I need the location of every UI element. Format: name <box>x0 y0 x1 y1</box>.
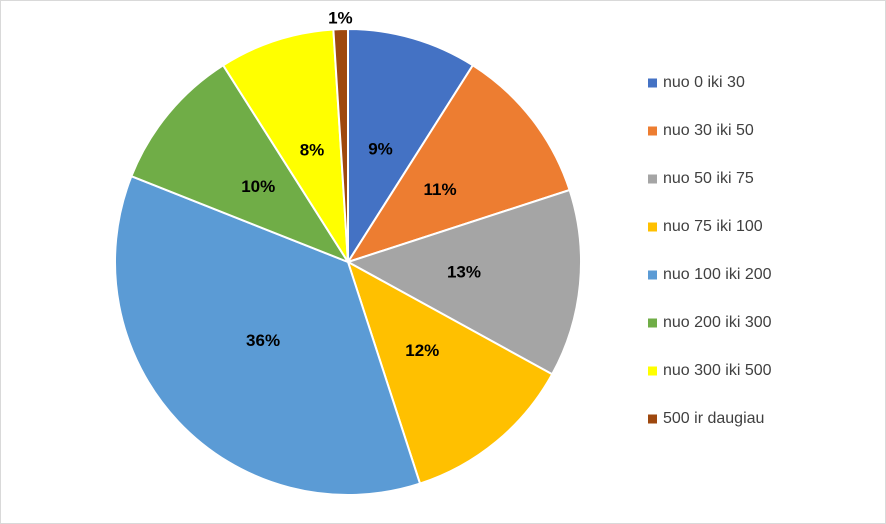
legend-swatch <box>648 270 657 280</box>
pie-slice <box>347 27 475 266</box>
data-label: 10% <box>241 177 275 196</box>
data-label: 8% <box>300 141 325 160</box>
pie-slice <box>114 174 422 496</box>
legend-swatch <box>648 222 657 232</box>
legend-swatch <box>648 126 657 136</box>
legend-swatch <box>648 174 657 184</box>
data-label: 36% <box>246 331 280 350</box>
legend-label: nuo 75 iki 100 <box>663 218 763 235</box>
pie-slice <box>221 28 349 263</box>
data-label: 1% <box>328 9 353 28</box>
pie-slice <box>345 63 571 264</box>
legend-label: nuo 30 iki 50 <box>663 122 754 139</box>
legend-label: nuo 300 iki 500 <box>663 362 772 379</box>
pie-slice <box>345 188 582 376</box>
legend-swatch <box>648 318 657 328</box>
legend-label: 500 ir daugiau <box>663 410 764 427</box>
pie-slice <box>332 27 349 263</box>
data-label: 9% <box>368 140 393 159</box>
legend-swatch <box>648 78 657 88</box>
data-label: 13% <box>447 262 481 281</box>
legend-label: nuo 50 iki 75 <box>663 170 754 187</box>
pie-slice <box>130 63 351 265</box>
legend-swatch <box>648 366 657 376</box>
pie-slice <box>346 259 554 485</box>
legend-label: nuo 0 iki 30 <box>663 74 745 91</box>
legend-swatch <box>648 414 657 424</box>
legend-label: nuo 100 iki 200 <box>663 266 772 283</box>
legend-label: nuo 200 iki 300 <box>663 314 772 331</box>
data-label: 12% <box>405 341 439 360</box>
data-label: 11% <box>424 180 457 199</box>
